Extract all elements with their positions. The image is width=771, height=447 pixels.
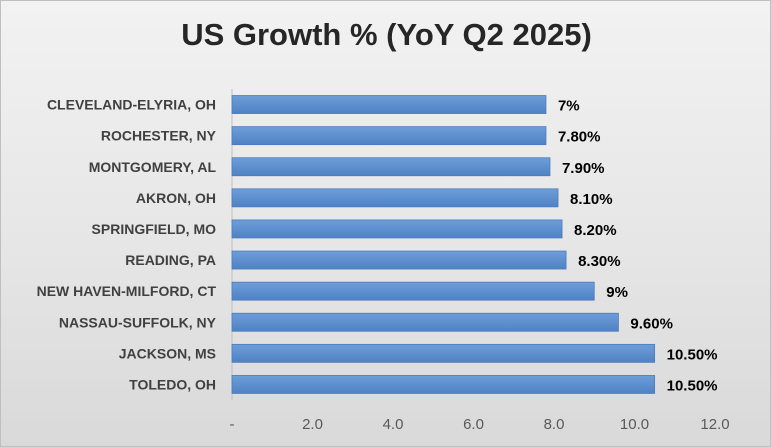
data-label: 9.60% <box>630 315 673 332</box>
data-label: 10.50% <box>667 346 718 363</box>
bar[interactable] <box>231 281 595 301</box>
category-label: TOLEDO, OH <box>129 376 216 392</box>
x-tick-label: 10.0 <box>620 416 649 433</box>
x-tick-label: 8.0 <box>544 416 565 433</box>
category-label: SPRINGFIELD, MO <box>92 221 217 237</box>
x-tick-label: 6.0 <box>463 416 484 433</box>
bar[interactable] <box>231 250 567 270</box>
category-label: NEW HAVEN-MILFORD, CT <box>37 283 217 299</box>
category-label: NASSAU-SUFFOLK, NY <box>59 314 217 330</box>
category-label: JACKSON, MS <box>119 345 216 361</box>
data-label: 7% <box>558 98 580 115</box>
x-tick-label: 2.0 <box>302 416 323 433</box>
category-label: CLEVELAND-ELYRIA, OH <box>47 97 216 113</box>
data-label: 8.10% <box>570 191 613 208</box>
x-tick-label: 4.0 <box>383 416 404 433</box>
bar[interactable] <box>231 219 563 239</box>
x-tick-label: - <box>230 416 235 433</box>
data-label: 10.50% <box>667 377 718 394</box>
bar[interactable] <box>231 188 559 208</box>
data-label: 8.30% <box>578 253 621 270</box>
category-label: ROCHESTER, NY <box>101 128 217 144</box>
data-label: 7.90% <box>562 160 605 177</box>
bar[interactable] <box>231 126 547 146</box>
bar[interactable] <box>231 95 547 114</box>
bar[interactable] <box>231 343 656 363</box>
category-label: MONTGOMERY, AL <box>89 159 217 175</box>
category-label: AKRON, OH <box>136 190 216 206</box>
bar[interactable] <box>231 312 619 332</box>
data-label: 8.20% <box>574 222 617 239</box>
category-label: READING, PA <box>125 252 216 268</box>
x-tick-label: 12.0 <box>700 416 729 433</box>
bar[interactable] <box>231 375 656 394</box>
data-label: 9% <box>606 284 628 301</box>
chart-title: US Growth % (YoY Q2 2025) <box>181 17 592 52</box>
bar[interactable] <box>231 157 551 177</box>
data-label: 7.80% <box>558 129 601 146</box>
